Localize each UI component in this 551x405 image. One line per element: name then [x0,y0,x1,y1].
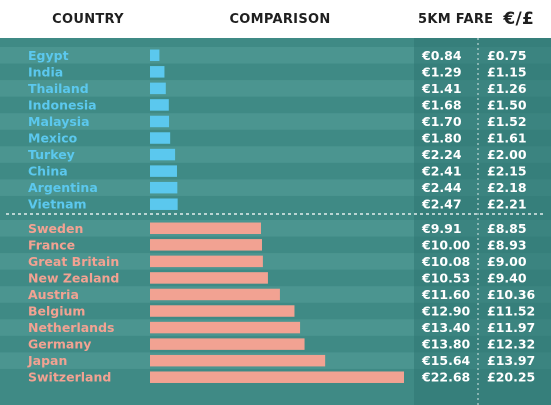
bar [150,148,176,161]
gbp-value-label: £8.85 [487,221,527,236]
row-stripe [0,179,551,196]
gbp-value-label: £12.32 [487,337,535,352]
country-label: Argentina [28,180,98,195]
eur-value-label: €10.08 [421,254,470,269]
eur-value-label: €1.29 [421,64,462,79]
eur-value-label: €15.64 [421,353,471,368]
gbp-value-label: £1.50 [487,97,527,112]
row-stripe [0,47,551,64]
header-country: COUNTRY [28,0,148,38]
gbp-value-label: £1.61 [487,131,527,146]
country-label: Vietnam [28,197,87,212]
eur-value-label: €13.80 [421,337,471,352]
header-comparison-label: COMPARISON [229,11,331,27]
country-label: Switzerland [28,370,111,385]
row-stripe [0,220,551,237]
gbp-value-label: £1.26 [487,81,527,96]
header-fare: 5KM FARE €/£ [406,0,551,38]
bar [150,321,301,334]
eur-value-label: €13.40 [421,320,471,335]
country-label: China [28,164,68,179]
gbp-value-label: £2.21 [487,197,527,212]
country-label: Mexico [28,131,78,146]
bar [150,288,280,301]
fare-panel [414,38,551,405]
country-label: Japan [27,353,67,368]
chart-plot-area: Egypt €0.84 £0.75 India €1.29 £1.15 Thailand €1… [0,38,551,405]
gbp-value-label: £2.15 [487,164,527,179]
country-label: India [28,64,63,79]
header-currency-label: €/£ [503,9,535,29]
gbp-value-label: £9.00 [487,254,527,269]
bar [150,82,166,95]
bar [150,115,170,128]
country-label: Thailand [28,81,89,96]
country-label: France [28,237,75,252]
gbp-value-label: £0.75 [487,48,527,63]
gbp-value-label: £13.97 [487,353,535,368]
eur-value-label: €11.60 [421,287,471,302]
bar [150,49,160,62]
bar [150,272,268,284]
eur-value-label: €9.91 [421,221,462,236]
bar [150,132,171,144]
gbp-value-label: £9.40 [487,270,527,285]
gbp-value-label: £2.18 [487,180,527,195]
gbp-value-label: £8.93 [487,237,527,252]
country-label: Belgium [28,304,85,319]
bar [150,99,169,111]
gbp-value-label: £11.52 [487,304,535,319]
gbp-value-label: £2.00 [487,147,527,162]
eur-value-label: €2.41 [421,164,462,179]
country-label: Great Britain [28,254,119,269]
country-label: Germany [28,337,91,352]
eur-value-label: €1.41 [421,81,462,96]
country-label: Turkey [28,147,75,162]
header-country-label: COUNTRY [52,11,124,27]
eur-value-label: €1.80 [421,131,462,146]
row-stripe [0,146,551,163]
bar [150,371,404,383]
eur-value-label: €2.44 [421,180,462,195]
row-stripe [0,253,551,270]
eur-value-label: €0.84 [421,48,462,63]
eur-value-label: €2.47 [421,197,462,212]
bar [150,255,263,268]
eur-value-label: €10.53 [421,270,470,285]
country-label: Indonesia [28,97,97,112]
eur-value-label: €12.90 [421,304,471,319]
bar [150,198,178,210]
bar [150,239,262,251]
gbp-value-label: £11.97 [487,320,535,335]
bar [150,354,326,367]
eur-value-label: €2.24 [421,147,462,162]
header-fare-label: 5KM FARE [418,11,494,27]
eur-value-label: €1.70 [421,114,462,129]
country-label: Netherlands [28,320,114,335]
bar [150,338,305,350]
bar [150,165,177,177]
gbp-value-label: £20.25 [487,370,535,385]
gbp-value-label: £10.36 [487,287,536,302]
header-comparison: COMPARISON [216,0,344,38]
bar [150,305,295,317]
country-label: Egypt [28,48,69,63]
gbp-value-label: £1.52 [487,114,527,129]
chart-svg: Egypt €0.84 £0.75 India €1.29 £1.15 Thailand €1… [0,38,551,405]
row-stripe [0,113,551,130]
bar [150,222,261,235]
bar [150,181,178,194]
country-label: New Zealand [28,270,119,285]
eur-value-label: €10.00 [421,237,471,252]
country-label: Malaysia [28,114,90,129]
country-label: Sweden [28,221,83,236]
eur-value-label: €22.68 [421,370,470,385]
bar [150,66,165,78]
eur-value-label: €1.68 [421,97,462,112]
gbp-value-label: £1.15 [487,64,527,79]
row-stripe [0,80,551,97]
country-label: Austria [28,287,79,302]
